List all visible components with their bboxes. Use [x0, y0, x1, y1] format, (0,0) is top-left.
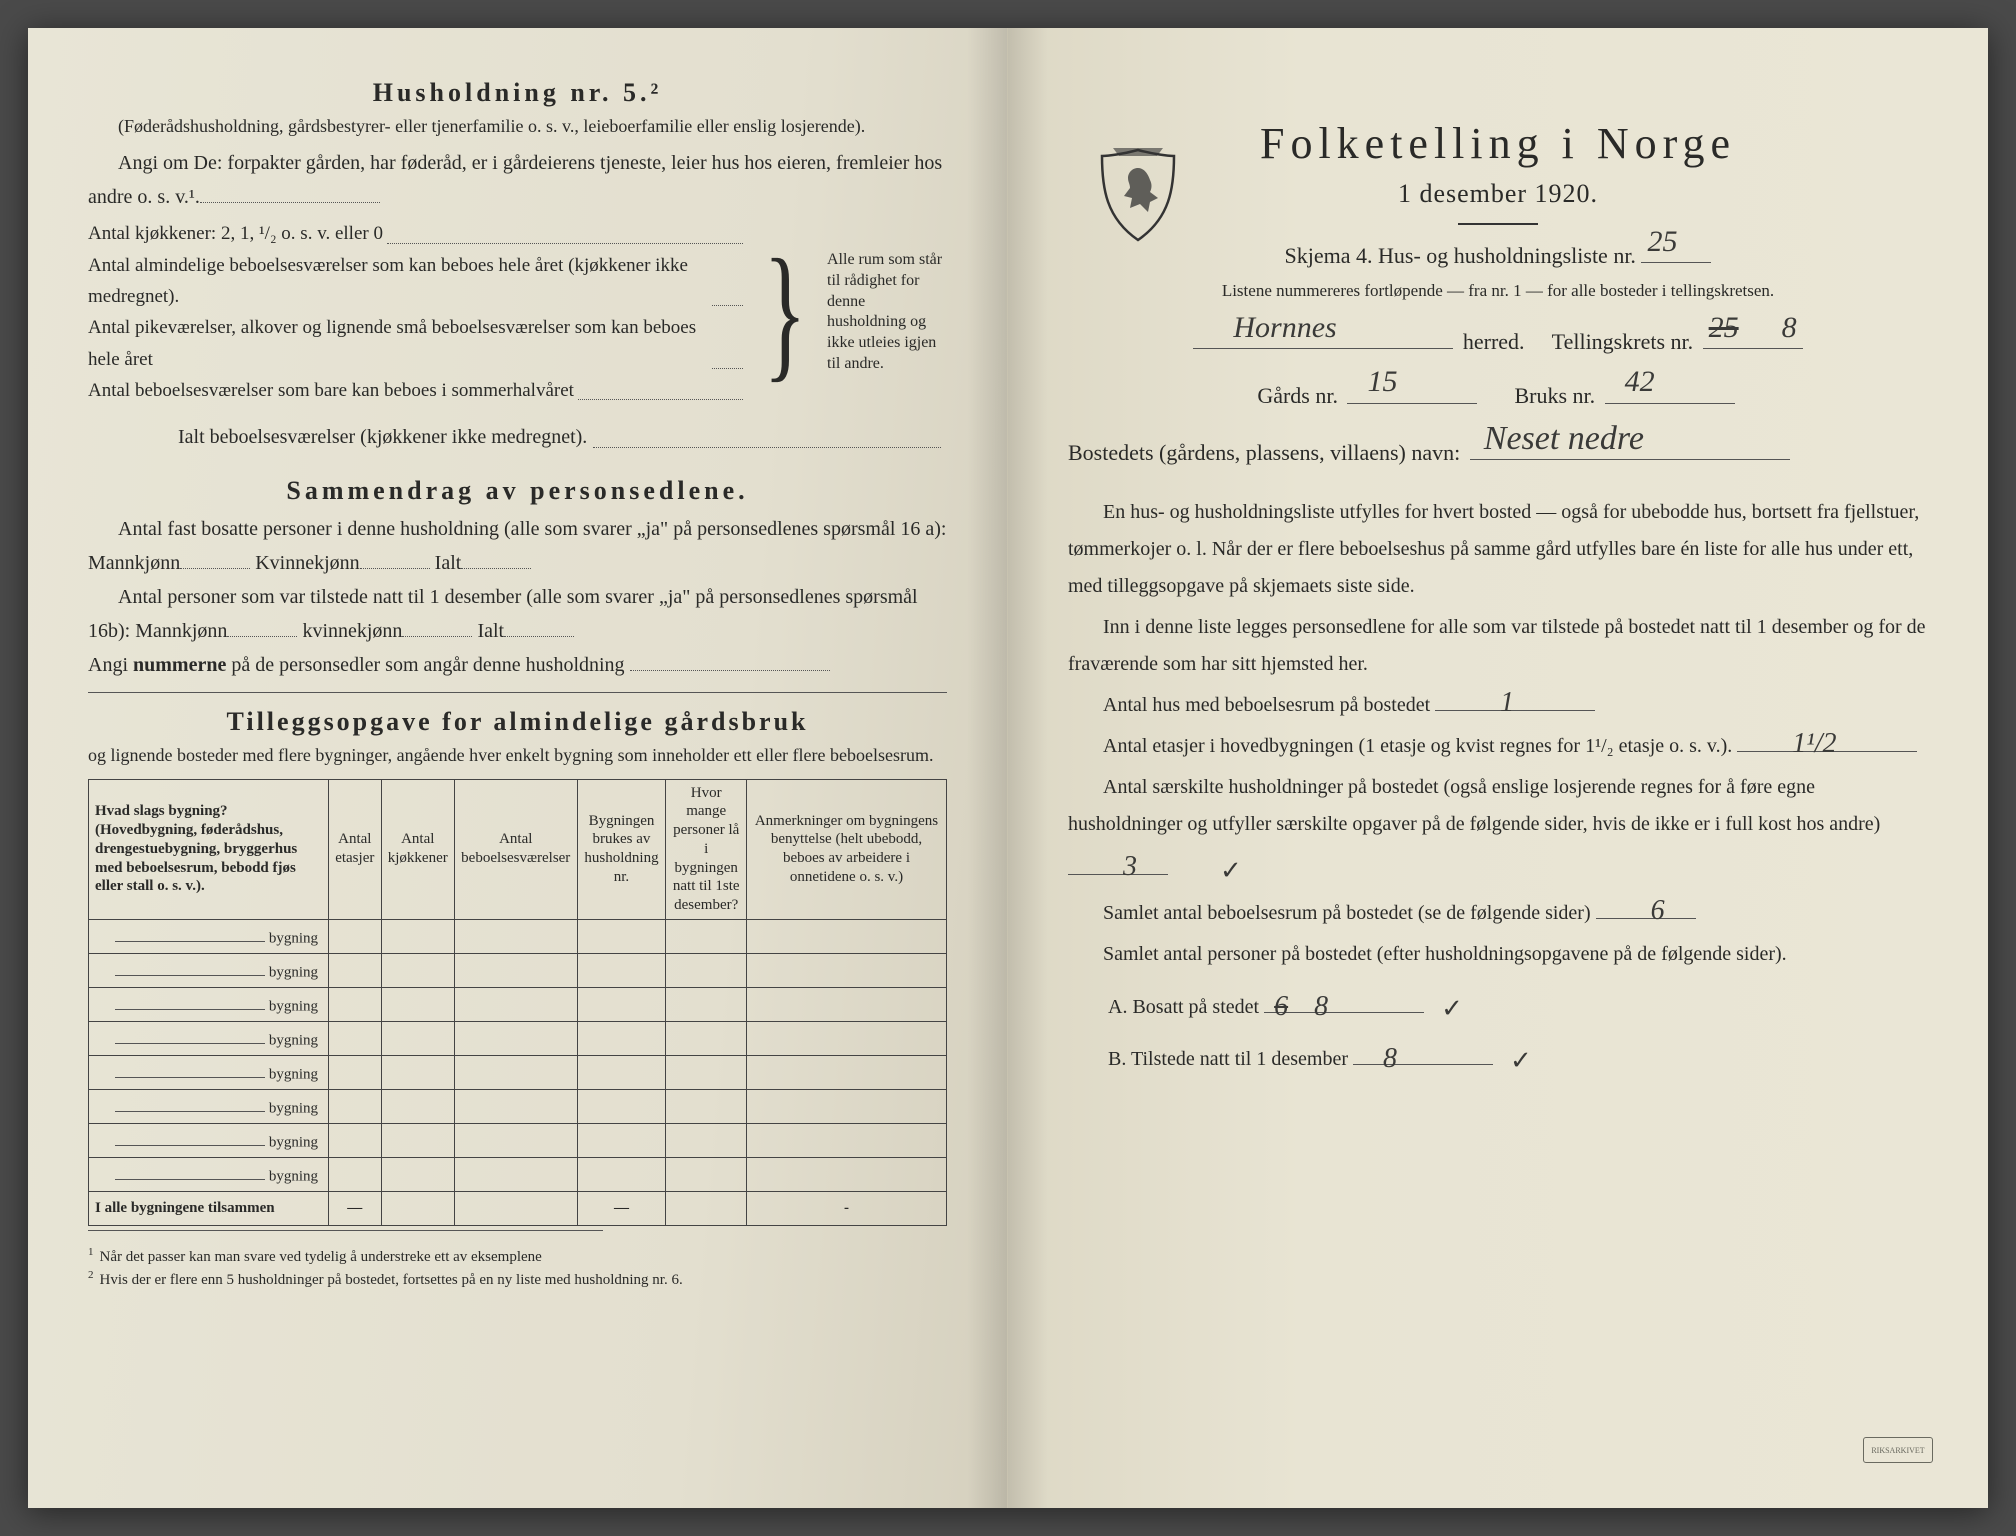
q1-hw: 1: [1465, 677, 1514, 729]
table-row: bygning: [89, 987, 947, 1021]
listene-note: Listene nummereres fortløpende — fra nr.…: [1068, 281, 1928, 301]
krets-hw: 8: [1782, 311, 1797, 345]
bygning-table: Hvad slags bygning? (Hovedbygning, føder…: [88, 779, 947, 1226]
census-header: Folketelling i Norge 1 desember 1920. Sk…: [1068, 118, 1928, 301]
document-spread: Husholdning nr. 5.² (Føderådshusholdning…: [28, 28, 1988, 1508]
herred-row: Hornnes herred. Tellingskrets nr. 258: [1068, 325, 1928, 355]
checkmark-icon: ✓: [1510, 1035, 1532, 1087]
q4-hw: 6: [1616, 885, 1665, 937]
table-row: bygning: [89, 919, 947, 953]
household-subtitle: (Føderådshusholdning, gårdsbestyrer- ell…: [88, 114, 947, 138]
table-row: bygning: [89, 1055, 947, 1089]
ialt-line: Ialt beboelsesværelser (kjøkkener ikke m…: [88, 420, 587, 454]
gards-row: Gårds nr. 15 Bruks nr. 42: [1068, 379, 1928, 409]
left-page: Husholdning nr. 5.² (Føderådshusholdning…: [28, 28, 1008, 1508]
bruks-hw: 42: [1625, 365, 1655, 399]
sammendrag-heading: Sammendrag av personsedlene.: [88, 476, 947, 506]
table-row: bygning: [89, 1089, 947, 1123]
table-row: bygning: [89, 1021, 947, 1055]
instructions: En hus- og husholdningsliste utfylles fo…: [1068, 494, 1928, 1083]
angi-line: Angi om De: forpakter gården, har føderå…: [88, 146, 947, 214]
table-row: bygning: [89, 1123, 947, 1157]
tillegg-heading: Tilleggsopgave for almindelige gårdsbruk: [88, 707, 947, 737]
q2-hw: 1¹/2: [1757, 718, 1836, 770]
qA-hw: 8: [1314, 979, 1328, 1035]
footnotes: 1Når det passer kan man svare ved tydeli…: [88, 1245, 947, 1291]
gards-hw: 15: [1367, 365, 1397, 399]
tillegg-sub: og lignende bosteder med flere bygninger…: [88, 743, 947, 768]
liste-nr-hw: 25: [1647, 225, 1677, 259]
table-total-row: I alle bygningene tilsammen — — -: [89, 1191, 947, 1225]
rooms-brace-block: Antal kjøkkener: 2, 1, ¹/₂ o. s. v. elle…: [88, 218, 947, 406]
right-page: Folketelling i Norge 1 desember 1920. Sk…: [1008, 28, 1988, 1508]
census-title: Folketelling i Norge: [1068, 118, 1928, 169]
table-row: bygning: [89, 953, 947, 987]
checkmark-icon: ✓: [1185, 847, 1242, 895]
qA-strike-hw: 6: [1274, 979, 1288, 1035]
curly-brace-icon: }: [763, 249, 806, 377]
table-row: bygning: [89, 1157, 947, 1191]
census-date: 1 desember 1920.: [1068, 179, 1928, 209]
row-A: A. Bosatt på stedet 6 8 ✓: [1108, 979, 1928, 1031]
sammendrag-body: Antal fast bosatte personer i denne hush…: [88, 512, 947, 682]
archive-stamp: RIKSARKIVET: [1863, 1437, 1933, 1463]
household-heading: Husholdning nr. 5.²: [88, 78, 947, 108]
bosted-hw: Neset nedre: [1484, 420, 1644, 458]
bosted-row: Bostedets (gårdens, plassens, villaens) …: [1068, 436, 1928, 466]
checkmark-icon: ✓: [1441, 983, 1463, 1035]
q3-hw: 3: [1088, 841, 1137, 893]
qB-hw: 8: [1383, 1031, 1397, 1087]
brace-note: Alle rum som står til rådighet for denne…: [827, 250, 947, 375]
herred-hw: Hornnes: [1233, 311, 1336, 345]
coat-of-arms-icon: [1098, 148, 1178, 243]
row-B: B. Tilstede natt til 1 desember 8 ✓: [1108, 1031, 1928, 1083]
